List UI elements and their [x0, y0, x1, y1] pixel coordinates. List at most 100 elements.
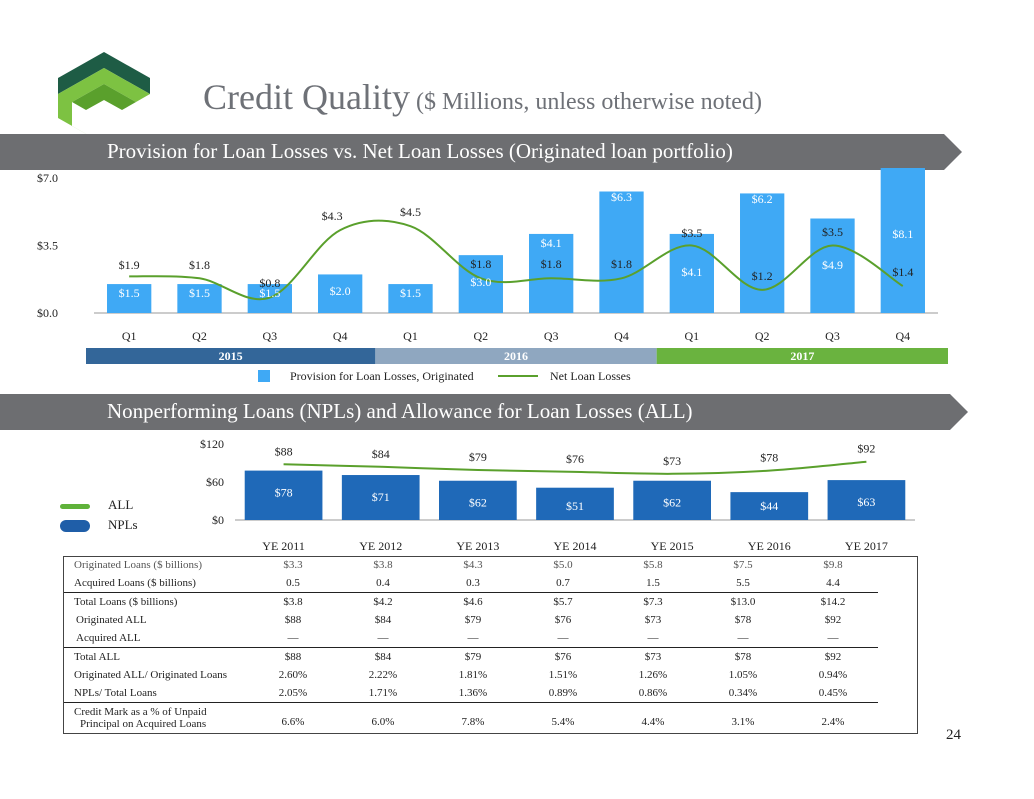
page-title-main: Credit Quality	[203, 77, 410, 117]
provision-bar	[458, 255, 503, 313]
table-cell: $79	[428, 647, 518, 666]
page-title-subtitle: ($ Millions, unless otherwise noted)	[415, 89, 762, 115]
table-cell: $78	[734, 614, 752, 626]
table-cell: 1.51%	[548, 669, 578, 681]
table-cell: 2.60%	[278, 669, 308, 681]
banner-shape	[0, 394, 968, 430]
table-cell: 1.26%	[638, 669, 668, 681]
table-cell: 2.05%	[278, 687, 308, 699]
npl-bar-label: $78	[275, 486, 293, 500]
x-tick-label: Q1	[403, 329, 418, 343]
table-row: Credit Mark as a % of Unpaid Principal on…	[64, 702, 878, 731]
table-cell: $79	[464, 614, 482, 626]
provision-vs-net-losses-chart: $0.0 $3.5 $7.0 $1.5 $1.5 $1.5 $2.0 $1.5 $3.0 $4.1…	[37, 168, 948, 383]
npl-bar-label: $63	[857, 495, 875, 509]
table-cell: $7.5	[733, 559, 753, 571]
table-cell: 0.4	[376, 577, 390, 589]
legend-swatch-bar	[60, 520, 90, 532]
table-cell: $92	[824, 614, 842, 626]
npl-bar	[730, 492, 809, 520]
x-tick-label: Q1	[122, 329, 137, 343]
table-cell: $3.3	[283, 559, 303, 571]
x-tick-label: YE 2013	[456, 539, 499, 553]
net-loss-label: $1.9	[119, 258, 140, 272]
table-cell: —	[647, 632, 659, 644]
table-cell: 6.0%	[338, 702, 428, 731]
x-tick-label: Q1	[684, 329, 699, 343]
provision-bar-label: $4.1	[541, 236, 562, 250]
npl-bar-label: $44	[760, 499, 778, 513]
y-tick-label: $3.5	[37, 239, 58, 253]
npl-bar-label: $62	[469, 496, 487, 510]
table-row-label-line: Credit Mark as a % of Unpaid	[74, 706, 207, 719]
npl-bar	[827, 480, 906, 520]
provision-bar-label: $8.1	[892, 227, 913, 241]
banner-provision-text: Provision for Loan Losses vs. Net Loan L…	[107, 139, 733, 163]
table-cell: $76	[554, 614, 572, 626]
table-row-label: Originated Loans ($ billions)	[74, 559, 203, 571]
table-row-label: Total Loans ($ billions)	[64, 592, 248, 611]
provision-bar-label: $3.0	[470, 275, 491, 289]
table-cell: $3.8	[248, 592, 338, 611]
y-tick-label: $0	[212, 513, 224, 527]
table-cell: —	[737, 632, 749, 644]
net-loss-label: $4.5	[400, 205, 421, 219]
table-cell: 4.4	[826, 577, 840, 589]
net-loss-label: $1.2	[752, 269, 773, 283]
provision-bar	[177, 284, 222, 313]
npl-bar	[633, 480, 711, 520]
provision-bar-label: $1.5	[119, 286, 140, 300]
provision-bar-label: $4.1	[681, 265, 702, 279]
table-cell: $5.8	[643, 559, 663, 571]
table-cell: $5.7	[518, 592, 608, 611]
table-cell: $4.2	[338, 592, 428, 611]
net-loan-losses-line	[129, 219, 904, 301]
year-band-label: 2015	[219, 349, 243, 363]
x-tick-label: Q4	[614, 329, 629, 343]
npl-bar-label: $71	[372, 490, 390, 504]
net-loss-label: $3.5	[822, 225, 843, 239]
net-loss-label: $1.8	[189, 258, 210, 272]
npl-chart-legend: ALL NPLs	[60, 497, 170, 538]
year-band	[86, 348, 376, 364]
provision-bar-label: $1.5	[400, 286, 421, 300]
table-row: Originated ALL/ Originated Loans 2.60% 2.2…	[64, 666, 878, 684]
provision-bar-label: $1.5	[189, 286, 210, 300]
all-line-label: $76	[566, 452, 584, 466]
table-row: Originated Loans ($ billions) $3.3 $3.8 $4.…	[64, 556, 878, 574]
provision-bar	[318, 274, 363, 313]
net-loss-label: $1.8	[541, 257, 562, 271]
year-band-label: 2017	[790, 349, 814, 363]
npl-and-all-chart: $0 $60 $120 $78 $71 $62 $51 $62 $44 $63 $88 $84 $79 $…	[200, 438, 915, 553]
table-row-label: Acquired Loans ($ billions)	[74, 577, 196, 589]
x-tick-label: YE 2014	[554, 539, 597, 553]
banner-npl-text: Nonperforming Loans (NPLs) and Allowance…	[107, 399, 693, 423]
table-cell: $5.0	[553, 559, 573, 571]
y-tick-label: $120	[200, 438, 224, 451]
table-row-label: Originated ALL	[76, 614, 147, 626]
provision-bar	[529, 233, 574, 313]
legend-swatch-provision	[258, 370, 270, 382]
table-cell: $88	[248, 647, 338, 666]
x-tick-label: Q2	[473, 329, 488, 343]
table-cell: $73	[608, 647, 698, 666]
table-row: Acquired Loans ($ billions) 0.5 0.4 0.3 0.7 1…	[64, 574, 878, 593]
table-cell: $76	[518, 647, 608, 666]
table-cell: —	[827, 632, 839, 644]
provision-bar	[388, 284, 433, 313]
table-cell: 1.05%	[728, 669, 758, 681]
table-cell: $73	[644, 614, 662, 626]
company-logo	[58, 52, 150, 144]
section-banner-provision: Provision for Loan Losses vs. Net Loan L…	[0, 134, 962, 170]
table-cell: 6.6%	[248, 702, 338, 731]
table-row: Originated ALL $88 $84 $79 $76 $73 $78 $92	[64, 611, 878, 629]
legend-label-net-losses: Net Loan Losses	[550, 369, 631, 383]
provision-bar-label: $2.0	[330, 284, 351, 298]
x-tick-label: YE 2012	[359, 539, 402, 553]
legend-item-npls: NPLs	[60, 517, 170, 534]
y-tick-label: $7.0	[37, 171, 58, 185]
all-line-label: $92	[857, 442, 875, 456]
table-cell: $14.2	[788, 592, 878, 611]
table-cell: 0.89%	[548, 687, 578, 699]
table-row-label-line: Principal on Acquired Loans	[80, 718, 207, 731]
